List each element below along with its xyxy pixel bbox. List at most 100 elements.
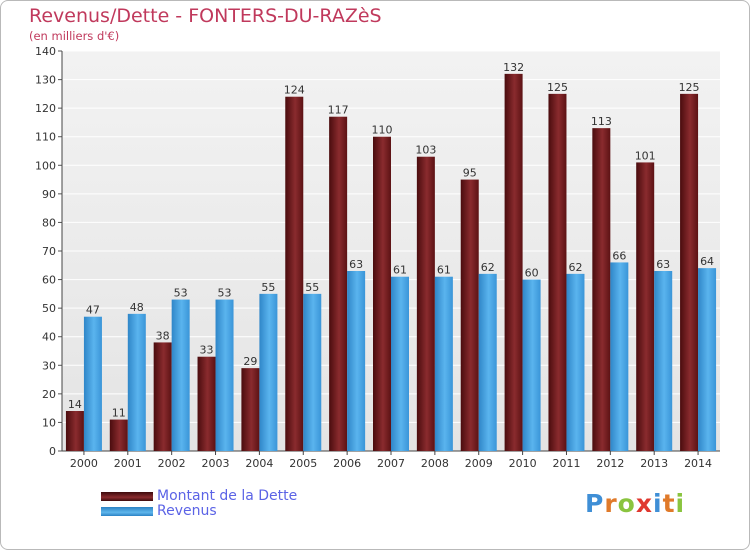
bar-revenus: [522, 279, 541, 451]
x-tick-label: 2006: [333, 457, 361, 470]
data-label: 64: [700, 255, 714, 268]
y-tick-label: 30: [42, 359, 56, 372]
data-label: 33: [200, 344, 214, 357]
data-label: 124: [284, 84, 305, 97]
bar-revenus: [259, 293, 278, 451]
y-tick-label: 20: [42, 388, 56, 401]
data-label: 53: [174, 287, 188, 300]
bar-dette: [636, 162, 655, 451]
bar-revenus: [566, 273, 585, 451]
y-tick-label: 70: [42, 245, 56, 258]
legend-swatch-dette: [101, 491, 153, 501]
data-label: 62: [568, 261, 582, 274]
y-tick-label: 120: [35, 102, 56, 115]
x-tick-label: 2011: [552, 457, 580, 470]
bar-revenus: [171, 299, 190, 451]
y-tick-label: 110: [35, 131, 56, 144]
bar-dette: [285, 96, 304, 451]
legend-item-revenus: Revenus: [101, 503, 217, 519]
legend-label-dette: Montant de la Dette: [157, 488, 298, 504]
chart-title: Revenus/Dette - FONTERS-DU-RAZèS: [29, 5, 382, 27]
bar-revenus: [127, 313, 146, 451]
data-label: 113: [591, 115, 612, 128]
bar-dette: [504, 73, 523, 451]
data-label: 62: [481, 261, 495, 274]
legend-item-dette: Montant de la Dette: [101, 488, 297, 504]
data-label: 47: [86, 304, 100, 317]
y-tick-label: 50: [42, 302, 56, 315]
data-label: 11: [112, 407, 126, 420]
data-label: 125: [547, 81, 568, 94]
x-tick-label: 2004: [245, 457, 273, 470]
data-label: 125: [679, 81, 700, 94]
bar-dette: [153, 342, 172, 451]
logo-letter: x: [635, 489, 653, 518]
data-label: 63: [349, 258, 363, 271]
bar-revenus: [303, 293, 322, 451]
bar-revenus: [347, 271, 366, 451]
x-tick-label: 2005: [289, 457, 317, 470]
y-tick-label: 130: [35, 74, 56, 87]
data-label: 29: [243, 355, 257, 368]
x-tick-label: 2013: [640, 457, 668, 470]
bar-revenus: [391, 276, 409, 451]
bar-revenus: [610, 262, 629, 451]
data-label: 103: [415, 144, 436, 157]
data-label: 61: [437, 264, 451, 277]
x-tick-label: 2010: [509, 457, 537, 470]
data-label: 14: [68, 398, 82, 411]
bar-dette: [241, 368, 260, 451]
bar-dette: [197, 356, 216, 451]
data-label: 38: [156, 329, 170, 342]
x-tick-label: 2003: [202, 457, 230, 470]
bar-dette: [329, 116, 348, 451]
data-label: 48: [130, 301, 144, 314]
y-tick-label: 40: [42, 331, 56, 344]
bar-dette: [460, 179, 479, 452]
data-label: 117: [328, 104, 349, 117]
bar-dette: [65, 411, 84, 451]
bar-revenus: [434, 276, 453, 451]
data-label: 101: [635, 149, 656, 162]
y-tick-label: 100: [35, 159, 56, 172]
proxiti-logo: Proxiti: [585, 489, 685, 518]
x-tick-label: 2009: [465, 457, 493, 470]
chart-subtitle: (en milliers d'€): [29, 29, 120, 43]
bar-dette: [592, 128, 611, 451]
logo-letter: i: [675, 489, 686, 518]
y-tick-label: 140: [35, 45, 56, 58]
bar-revenus: [83, 316, 102, 451]
legend-label-revenus: Revenus: [157, 503, 217, 519]
bar-revenus: [654, 271, 673, 451]
y-tick-label: 80: [42, 216, 56, 229]
data-label: 53: [218, 287, 232, 300]
logo-letter: o: [617, 489, 636, 518]
data-label: 66: [612, 249, 626, 262]
x-tick-label: 2008: [421, 457, 449, 470]
logo-letter: i: [653, 489, 663, 518]
bar-dette: [680, 93, 699, 451]
data-label: 110: [372, 124, 393, 137]
y-tick-label: 10: [42, 416, 56, 429]
x-tick-label: 2014: [684, 457, 712, 470]
y-tick-label: 0: [49, 445, 56, 458]
logo-letter: t: [662, 489, 676, 518]
data-label: 63: [656, 258, 670, 271]
logo-letter: r: [604, 489, 618, 518]
bar-revenus: [698, 268, 717, 451]
y-tick-label: 90: [42, 188, 56, 201]
x-tick-label: 2007: [377, 457, 405, 470]
x-tick-label: 2000: [70, 457, 98, 470]
bar-dette: [548, 93, 567, 451]
logo-letter: P: [585, 489, 605, 518]
bar-revenus: [478, 273, 497, 451]
legend-swatch-revenus: [101, 506, 153, 516]
bar-dette: [373, 136, 391, 451]
y-tick-label: 60: [42, 274, 56, 287]
x-tick-label: 2001: [114, 457, 142, 470]
bar-dette: [416, 156, 435, 451]
data-label: 55: [261, 281, 275, 294]
data-label: 132: [503, 61, 524, 74]
